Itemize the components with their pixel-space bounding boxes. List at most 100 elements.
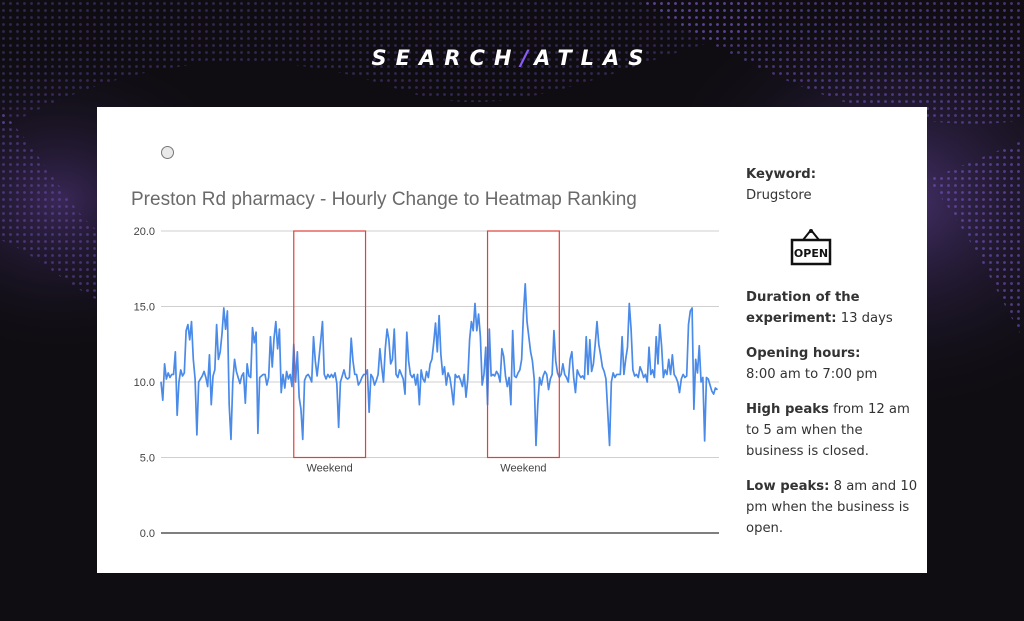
data-point xyxy=(483,373,485,376)
data-point xyxy=(354,373,356,376)
data-point xyxy=(216,324,218,326)
data-point xyxy=(576,369,578,371)
data-point xyxy=(666,373,668,376)
radio-icon[interactable] xyxy=(161,146,174,159)
hours-label: Opening hours: xyxy=(746,346,861,361)
data-point xyxy=(438,314,440,317)
data-point xyxy=(693,408,695,410)
data-point xyxy=(224,328,227,330)
data-point xyxy=(513,375,516,377)
brand-left: SEARCH xyxy=(371,46,521,70)
data-point xyxy=(431,358,433,360)
data-point xyxy=(698,345,700,347)
data-point xyxy=(237,376,239,379)
data-point xyxy=(196,434,198,436)
data-point xyxy=(390,363,392,365)
data-point xyxy=(422,378,424,380)
data-point xyxy=(300,408,302,410)
data-point xyxy=(598,343,600,345)
data-point xyxy=(587,373,589,376)
search-atlas-logo: SEARCH/ATLAS xyxy=(0,46,1024,70)
data-point xyxy=(235,370,237,373)
data-point xyxy=(307,373,309,376)
data-point xyxy=(526,321,528,323)
data-point xyxy=(456,376,458,379)
data-point xyxy=(171,373,173,376)
data-point xyxy=(490,375,492,377)
data-point xyxy=(366,369,368,371)
data-point xyxy=(303,379,306,382)
data-point xyxy=(630,328,632,330)
data-point xyxy=(287,378,289,380)
line-chart: 0.0 5.0 10.0 15.0 20.0 Weekend Weekend xyxy=(134,226,719,540)
data-point xyxy=(574,391,577,394)
data-point xyxy=(347,378,349,380)
data-point xyxy=(571,351,573,353)
data-point xyxy=(194,378,196,380)
brand-right: ATLAS xyxy=(534,46,653,70)
data-point xyxy=(582,375,584,377)
y-tick-label: 10.0 xyxy=(134,377,155,389)
data-point xyxy=(641,370,643,373)
data-point xyxy=(668,358,670,360)
y-tick-label: 5.0 xyxy=(140,453,155,465)
data-point xyxy=(368,411,370,413)
data-point xyxy=(348,376,350,379)
data-point xyxy=(259,376,261,379)
data-point xyxy=(472,330,474,332)
y-tick-label: 15.0 xyxy=(134,302,155,314)
data-point xyxy=(251,327,254,329)
data-point xyxy=(695,358,697,360)
data-point xyxy=(540,384,542,386)
data-point xyxy=(381,366,383,368)
data-point xyxy=(445,384,447,386)
data-point xyxy=(169,376,171,379)
data-point xyxy=(499,381,501,383)
experiment-info: Keyword: Drugstore OPEN Duration of the … xyxy=(746,164,921,539)
data-point xyxy=(336,382,338,385)
data-point xyxy=(610,381,612,383)
content-card: Preston Rd pharmacy - Hourly Change to H… xyxy=(97,107,927,573)
data-point xyxy=(585,336,587,338)
data-point xyxy=(370,373,372,376)
data-point xyxy=(176,414,178,416)
data-point xyxy=(644,373,647,376)
data-point xyxy=(589,339,591,341)
data-point xyxy=(163,363,166,365)
data-point xyxy=(395,373,397,376)
data-point xyxy=(605,378,607,380)
data-point xyxy=(250,376,252,379)
data-point xyxy=(255,331,257,333)
data-point xyxy=(612,372,614,374)
data-point xyxy=(269,336,272,338)
data-point xyxy=(689,310,691,312)
data-point xyxy=(495,370,498,373)
data-point xyxy=(429,363,431,365)
data-point xyxy=(413,373,415,376)
data-point xyxy=(578,373,580,376)
data-point xyxy=(327,373,329,376)
data-point xyxy=(427,376,429,379)
data-point xyxy=(268,376,270,379)
data-point xyxy=(551,373,553,376)
data-point xyxy=(433,342,435,344)
data-point xyxy=(671,354,673,356)
data-point xyxy=(592,363,595,365)
data-point xyxy=(424,381,426,383)
data-point xyxy=(635,373,638,376)
data-point xyxy=(705,376,708,379)
data-point xyxy=(686,375,688,377)
data-point xyxy=(659,324,661,326)
data-point xyxy=(637,376,639,379)
data-point xyxy=(233,358,236,360)
data-point xyxy=(515,376,517,379)
data-point xyxy=(241,375,243,377)
data-point xyxy=(420,369,422,371)
data-point xyxy=(198,381,200,383)
data-point xyxy=(242,372,245,374)
data-point xyxy=(488,328,490,330)
data-point xyxy=(400,373,403,376)
data-point xyxy=(716,388,718,391)
data-point xyxy=(294,381,297,383)
weekend-box xyxy=(486,230,560,459)
